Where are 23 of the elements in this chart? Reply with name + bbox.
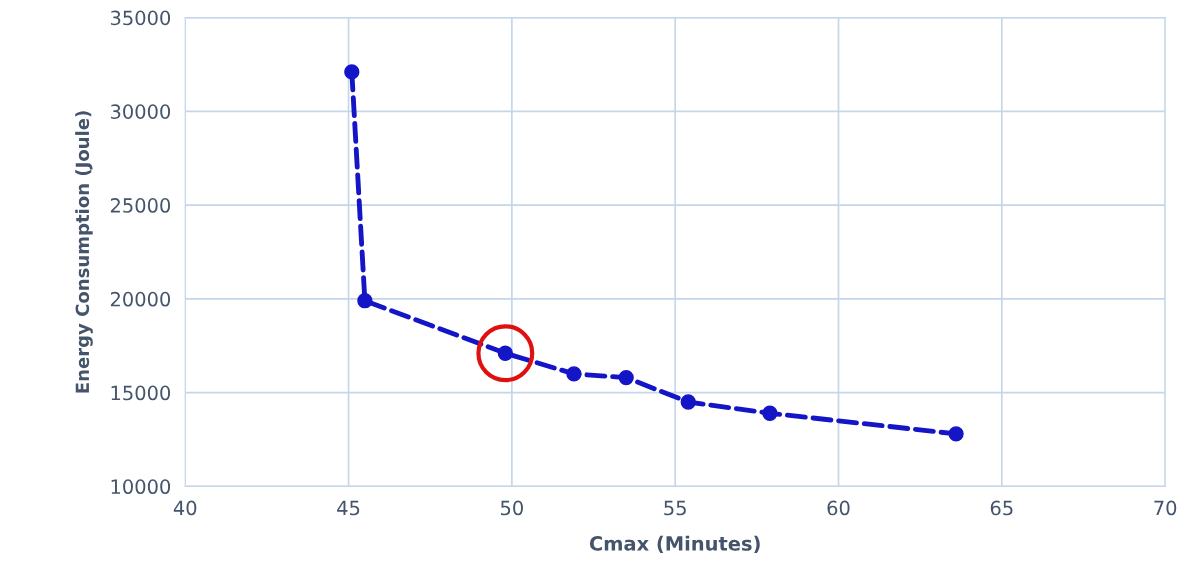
y-tick-label: 35000 <box>110 10 171 26</box>
point <box>948 426 964 442</box>
y-axis-title: Energy Consumption (Joule) <box>75 111 93 393</box>
point <box>680 394 696 410</box>
point <box>344 64 360 80</box>
y-tick-label: 10000 <box>111 479 171 495</box>
y-tick-label: 30000 <box>110 104 171 119</box>
x-tick-label: 50 <box>500 500 523 516</box>
point <box>618 369 634 386</box>
x-tick-label: 60 <box>827 500 850 516</box>
y-tick-label: 25000 <box>110 198 171 213</box>
point <box>357 293 373 309</box>
point <box>762 405 778 421</box>
x-tick-label: 65 <box>990 500 1013 516</box>
x-tick-label: 55 <box>664 500 686 516</box>
y-tick-label: 20000 <box>110 291 171 307</box>
x-tick-label: 40 <box>173 500 197 516</box>
x-tick-label: 45 <box>337 500 360 516</box>
x-axis-title: Cmax (Minutes) <box>589 535 760 554</box>
point <box>476 324 535 383</box>
y-tick-label: 15000 <box>111 385 171 401</box>
point <box>566 366 582 382</box>
x-tick-label: 70 <box>1154 500 1177 516</box>
